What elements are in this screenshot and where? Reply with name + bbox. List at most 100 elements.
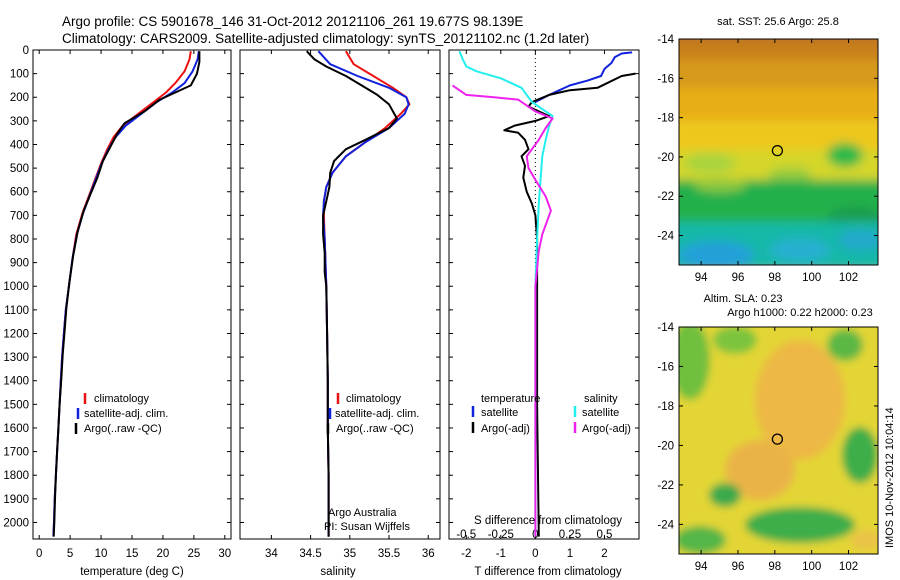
x-tick-label: 10 bbox=[95, 548, 108, 560]
depth-axis: 0 100 200 300 400 500 600 700 800 900 1000 1100 1200… bbox=[3, 45, 231, 529]
temperature-panel: 0100200300400500600700800900100011001200… bbox=[3, 45, 232, 578]
temperature-x-axis: 0 5 10 15 20 25 30 bbox=[36, 50, 231, 560]
s-diff-tick-label: -0.5 bbox=[456, 529, 476, 541]
sla-map-frame bbox=[678, 326, 879, 555]
temperature-plot-frame bbox=[32, 49, 232, 540]
salinity-x-axis: 34 34.5 35 35.5 36 bbox=[265, 50, 435, 560]
salinity-panel: 34 34.5 35 35.5 36 climatology satellite-adj… bbox=[239, 49, 441, 578]
s-difference-x-axis: -0.5-0.2500.250.5 bbox=[456, 529, 612, 541]
series-line-satellite bbox=[534, 51, 633, 103]
depth-tick-label: 1100 bbox=[4, 305, 29, 317]
depth-tick-label: 1400 bbox=[3, 376, 29, 388]
map-y-tick-label: -18 bbox=[657, 401, 674, 413]
series-line-climatology bbox=[322, 50, 411, 537]
x-tick-label: 34.5 bbox=[299, 548, 321, 560]
x-tick-label: 35 bbox=[343, 548, 356, 560]
s-difference-label: S difference from climatology bbox=[474, 515, 622, 527]
map-y-tick-label: -24 bbox=[657, 519, 674, 531]
salinity-y-ticks bbox=[240, 49, 440, 523]
difference-legend: temperature salinity satellite Argo(-adj… bbox=[471, 393, 631, 435]
header-line-2: Climatology: CARS2009. Satellite-adjuste… bbox=[62, 31, 589, 46]
salinity-legend: climatology satellite-adj. clim. Argo(..… bbox=[326, 393, 419, 435]
series-line-argo-adj- bbox=[503, 72, 636, 537]
difference-y-ticks bbox=[449, 49, 639, 523]
series-line-argo-adj- bbox=[451, 84, 554, 537]
legend-label-t-satellite: satellite bbox=[481, 407, 518, 419]
map-x-tick-label: 102 bbox=[839, 561, 858, 573]
sst-map-panel: sat. SST: 25.6 Argo: 25.8 bbox=[657, 16, 879, 284]
depth-tick-label: 1300 bbox=[3, 352, 29, 364]
map-x-tick-label: 98 bbox=[768, 272, 781, 284]
series-line-satellite-adj-clim- bbox=[317, 50, 410, 537]
depth-tick-label: 0 bbox=[23, 45, 29, 57]
map-y-tick-label: -16 bbox=[657, 361, 674, 373]
temperature-lines bbox=[52, 51, 201, 537]
legend-header-temperature: temperature bbox=[481, 393, 540, 405]
map-y-tick-label: -22 bbox=[657, 191, 674, 203]
depth-tick-label: 1800 bbox=[3, 470, 29, 482]
difference-plot-frame bbox=[448, 49, 640, 540]
depth-tick-label: 500 bbox=[10, 163, 29, 175]
map-x-tick-label: 100 bbox=[802, 561, 821, 573]
map-y-tick-label: -22 bbox=[657, 480, 674, 492]
map-x-tick-label: 96 bbox=[732, 272, 745, 284]
salinity-plot-frame bbox=[239, 49, 441, 540]
depth-tick-label: 1200 bbox=[3, 328, 29, 340]
legend-label-t-argo: Argo(-adj) bbox=[481, 423, 530, 435]
legend-label-argo: Argo(..raw -QC) bbox=[336, 423, 414, 435]
series-line-argo-raw-qc- bbox=[305, 50, 398, 537]
x-tick-label: 5 bbox=[67, 548, 73, 560]
difference-lines bbox=[451, 50, 636, 537]
header-line-1: Argo profile: CS 5901678_146 31-Oct-2012… bbox=[62, 14, 523, 29]
map-y-tick-label: -20 bbox=[657, 440, 674, 452]
sla-map-subtitle: Argo h1000: 0.22 h2000: 0.23 bbox=[727, 307, 873, 319]
x-tick-label: -2 bbox=[461, 548, 471, 560]
argo-australia-label: Argo Australia bbox=[328, 507, 397, 519]
series-line-climatology bbox=[52, 51, 192, 537]
pi-label: PI: Susan Wijffels bbox=[324, 521, 410, 533]
sla-heatmap bbox=[679, 327, 878, 554]
salinity-xlabel: salinity bbox=[320, 566, 355, 578]
legend-label-climatology: climatology bbox=[346, 393, 402, 405]
s-diff-tick-label: -0.25 bbox=[488, 529, 514, 541]
depth-tick-label: 600 bbox=[10, 187, 29, 199]
legend-label-satellite-adj: satellite-adj. clim. bbox=[335, 408, 419, 420]
map-y-tick-label: -14 bbox=[657, 34, 674, 46]
argo-position-marker bbox=[771, 144, 784, 157]
sst-map-frame bbox=[678, 38, 879, 266]
x-tick-label: 34 bbox=[265, 548, 278, 560]
series-line-argo-raw-qc- bbox=[52, 51, 201, 537]
legend-label-s-satellite: satellite bbox=[582, 407, 619, 419]
depth-tick-label: 1600 bbox=[3, 423, 29, 435]
depth-tick-label: 700 bbox=[10, 210, 29, 222]
depth-tick-label: 900 bbox=[10, 258, 29, 270]
x-tick-label: 1 bbox=[567, 548, 573, 560]
sla-map-panel: Altim. SLA: 0.23 Argo h1000: 0.22 h2000:… bbox=[657, 293, 879, 573]
x-tick-label: 25 bbox=[187, 548, 200, 560]
legend-label-s-argo: Argo(-adj) bbox=[582, 423, 631, 435]
map-x-tick-label: 94 bbox=[695, 561, 708, 573]
s-diff-tick-label: 0.25 bbox=[559, 529, 581, 541]
sla-map-axes: 94 96 98 100 102 -14 -16 -18 -20 -22 -24 bbox=[657, 322, 878, 573]
difference-panel: -2 -1 0 1 2 -0.5 -0.25 0 0.25 0.5 temperature sa… bbox=[448, 49, 640, 578]
x-tick-label: 30 bbox=[218, 548, 231, 560]
x-tick-label: 36 bbox=[422, 548, 435, 560]
depth-tick-label: 800 bbox=[10, 234, 29, 246]
x-tick-label: 0 bbox=[532, 548, 538, 560]
map-x-tick-label: 100 bbox=[802, 272, 821, 284]
depth-tick-label: 300 bbox=[10, 116, 29, 128]
salinity-lines bbox=[305, 50, 411, 537]
t-difference-x-axis: -2 -1 0 1 2 bbox=[461, 50, 608, 560]
depth-tick-label: 1700 bbox=[3, 447, 29, 459]
depth-tick-label: 200 bbox=[10, 92, 29, 104]
map-y-tick-label: -14 bbox=[657, 322, 674, 334]
temperature-legend: climatology satellite-adj. clim. Argo(..… bbox=[74, 393, 168, 435]
map-y-tick-label: -18 bbox=[657, 113, 674, 125]
argo-position-marker bbox=[771, 433, 784, 445]
legend-header-salinity: salinity bbox=[584, 393, 618, 405]
x-tick-label: -1 bbox=[496, 548, 506, 560]
depth-tick-label: 1500 bbox=[3, 399, 29, 411]
x-tick-label: 20 bbox=[157, 548, 170, 560]
depth-tick-label: 2000 bbox=[3, 517, 29, 529]
